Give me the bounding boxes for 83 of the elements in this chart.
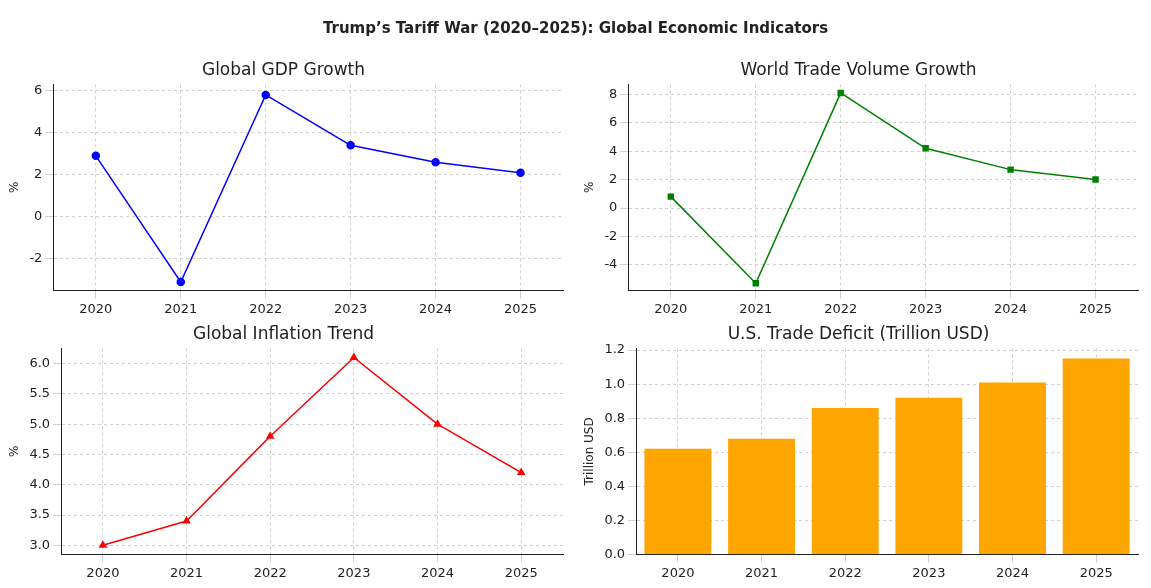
point — [752, 280, 759, 287]
y-tick-label: 3.0 — [29, 536, 51, 552]
point — [516, 168, 525, 177]
y-tick-label: -2 — [29, 250, 43, 266]
point — [346, 141, 355, 150]
x-tick-label: 2021 — [739, 300, 773, 316]
y-tick-label: -2 — [604, 227, 618, 243]
x-tick-label: 2020 — [654, 300, 688, 316]
point — [261, 90, 270, 100]
x-tick-label: 2021 — [745, 564, 779, 580]
y-tick-label: 6.0 — [29, 354, 51, 370]
bar — [811, 407, 879, 554]
point — [433, 419, 442, 427]
point — [176, 277, 186, 287]
x-tick-label: 2020 — [79, 300, 113, 316]
chart-title: Global Inflation Trend — [192, 322, 375, 343]
chart-title: World Trade Volume Growth — [740, 58, 977, 79]
y-axis-title: % — [582, 181, 597, 194]
bar — [979, 382, 1046, 554]
point — [91, 151, 101, 161]
x-tick-label: 2024 — [420, 564, 455, 580]
y-tick-label: 4 — [609, 142, 618, 158]
y-axis-title: % — [7, 181, 22, 194]
y-tick-label: 4.5 — [29, 445, 51, 461]
x-tick-label: 2020 — [86, 564, 120, 580]
y-tick-label: -4 — [604, 256, 618, 272]
bar — [1062, 358, 1130, 554]
x-tick-label: 2021 — [164, 300, 198, 316]
chart-title: Global GDP Growth — [201, 58, 366, 79]
point — [431, 157, 440, 167]
y-tick-label: 5.0 — [29, 415, 51, 431]
y-tick-label: 0.4 — [604, 477, 626, 493]
y-tick-label: 0.8 — [604, 409, 626, 425]
point — [350, 353, 358, 360]
bar — [728, 438, 796, 554]
y-tick-label: 3.5 — [29, 506, 51, 522]
x-tick-label: 2023 — [337, 564, 371, 580]
point — [1092, 176, 1099, 183]
x-tick-label: 2022 — [824, 300, 858, 316]
point — [667, 193, 675, 200]
bar — [644, 448, 712, 554]
y-tick-label: 1.2 — [604, 341, 626, 357]
y-tick-label: 8 — [609, 85, 618, 101]
y-axis-title: Trillion USD — [582, 417, 597, 487]
x-tick-label: 2021 — [170, 564, 204, 580]
x-tick-label: 2024 — [419, 300, 453, 316]
x-tick-label: 2023 — [912, 564, 946, 580]
y-axis-title: % — [7, 445, 22, 458]
y-tick-label: 2 — [609, 170, 618, 186]
y-tick-label: 5.5 — [29, 385, 51, 401]
chart-title: U.S. Trade Deficit (Trillion USD) — [727, 322, 990, 343]
y-tick-label: 2 — [34, 166, 43, 182]
y-tick-label: 4.0 — [29, 476, 51, 492]
x-tick-label: 2025 — [1079, 564, 1113, 580]
x-tick-label: 2020 — [661, 564, 695, 580]
x-tick-label: 2024 — [995, 564, 1030, 580]
y-tick-label: 0.6 — [604, 443, 626, 459]
point — [1007, 166, 1014, 173]
y-tick-label: 6 — [609, 114, 618, 130]
y-tick-label: 0 — [34, 208, 43, 224]
point — [99, 541, 107, 548]
y-tick-label: 6 — [34, 82, 43, 98]
x-tick-label: 2024 — [994, 300, 1028, 316]
y-tick-label: 0.0 — [604, 545, 626, 561]
x-tick-label: 2023 — [909, 300, 943, 316]
x-tick-label: 2022 — [253, 564, 287, 580]
point — [517, 468, 525, 476]
point — [837, 89, 844, 97]
x-tick-label: 2022 — [249, 300, 283, 316]
x-tick-label: 2023 — [334, 300, 368, 316]
x-tick-label: 2025 — [1078, 300, 1113, 316]
point — [922, 145, 929, 152]
x-tick-label: 2022 — [828, 564, 862, 580]
y-tick-label: 0.2 — [604, 511, 626, 527]
point — [266, 432, 274, 439]
y-tick-label: 4 — [34, 124, 43, 140]
y-tick-label: 1.0 — [604, 375, 626, 391]
text: Trump’s Tariff War (2020–2025): Global Economic Indicators — [321, 18, 830, 39]
point — [182, 516, 191, 524]
y-tick-label: 0 — [609, 199, 618, 215]
bar — [895, 397, 963, 554]
x-tick-label: 2025 — [503, 300, 538, 316]
x-tick-label: 2025 — [504, 564, 538, 580]
